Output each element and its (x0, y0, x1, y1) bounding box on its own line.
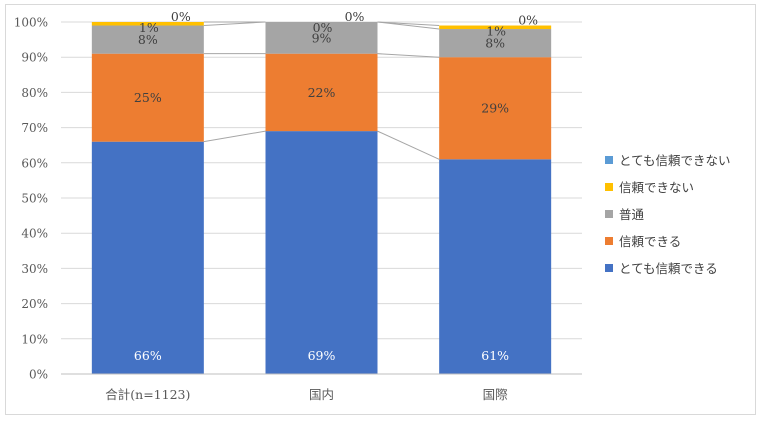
legend-label: とても信頼できない (619, 153, 731, 168)
legend-swatch (605, 155, 613, 164)
data-label: 0% (345, 9, 365, 24)
data-label: 25% (134, 90, 162, 105)
bar-segment (265, 53, 378, 132)
legend-item: とても信頼できない (605, 146, 731, 173)
y-tick-label: 40% (21, 227, 48, 241)
series-line (377, 21, 440, 30)
y-tick-label: 80% (21, 86, 48, 100)
bar-segment (439, 25, 552, 30)
bar-segment (91, 53, 204, 142)
data-label: 66% (134, 348, 162, 363)
bar-segment (265, 22, 378, 54)
y-tick-label: 30% (21, 262, 48, 276)
data-label: 1% (139, 20, 159, 35)
series-line (203, 21, 266, 27)
legend-swatch (605, 263, 613, 272)
data-label: 8% (138, 32, 158, 47)
y-tick-label: 10% (21, 332, 48, 346)
legend-swatch (605, 209, 613, 218)
series-line (377, 53, 440, 58)
bar-segment (439, 159, 552, 374)
series-lines (203, 21, 440, 160)
data-labels: 66%25%8%1%0%69%22%9%0%0%61%29%8%1%0% (134, 9, 538, 363)
x-tick-label: 国内 (309, 387, 334, 402)
bar-segment (91, 25, 204, 54)
bar-segment (439, 57, 552, 160)
series-line (377, 130, 440, 160)
data-label: 8% (485, 36, 505, 51)
data-label: 69% (308, 348, 336, 363)
y-tick-label: 0% (29, 368, 48, 382)
legend-item: 信頼できない (605, 173, 731, 200)
legend-label: 信頼できない (619, 180, 695, 195)
series-line (203, 130, 266, 143)
data-label: 0% (518, 13, 538, 28)
data-label: 0% (313, 20, 333, 35)
y-tick-label: 60% (21, 156, 48, 170)
bar-segment (439, 29, 552, 58)
legend-item: 普通 (605, 200, 731, 227)
legend-item: 信頼できる (605, 227, 731, 254)
axes: 0% 10% 20% 30% 40% 50% 60% 70% 80% 90% 100% 合計(n=11… (14, 16, 582, 402)
data-label: 9% (312, 30, 332, 45)
y-tick-label: 70% (21, 121, 48, 135)
series-line (377, 21, 440, 27)
legend-label: とても信頼できる (619, 261, 718, 276)
x-tick-label: 合計(n=1123) (105, 387, 190, 402)
bars (91, 22, 552, 374)
legend-label: 信頼できる (619, 234, 682, 249)
data-label: 29% (481, 101, 509, 116)
legend-item: とても信頼できる (605, 254, 731, 281)
legend-swatch (605, 182, 613, 191)
y-tick-label: 100% (14, 16, 48, 30)
bar-segment (91, 141, 204, 374)
y-tick-label: 90% (21, 51, 48, 65)
y-tick-label: 20% (21, 297, 48, 311)
data-label: 0% (171, 9, 191, 24)
data-label: 22% (308, 85, 336, 100)
legend: とても信頼できない 信頼できない 普通信頼できるとても信頼できる (605, 146, 731, 281)
x-tick-label: 国際 (483, 387, 509, 402)
bar-segment (265, 131, 378, 374)
bar-segment (91, 22, 204, 26)
y-tick-label: 50% (21, 192, 48, 206)
data-label: 1% (486, 24, 506, 39)
legend-label: 普通 (619, 207, 645, 222)
legend-swatch (605, 236, 613, 245)
data-label: 61% (481, 348, 509, 363)
